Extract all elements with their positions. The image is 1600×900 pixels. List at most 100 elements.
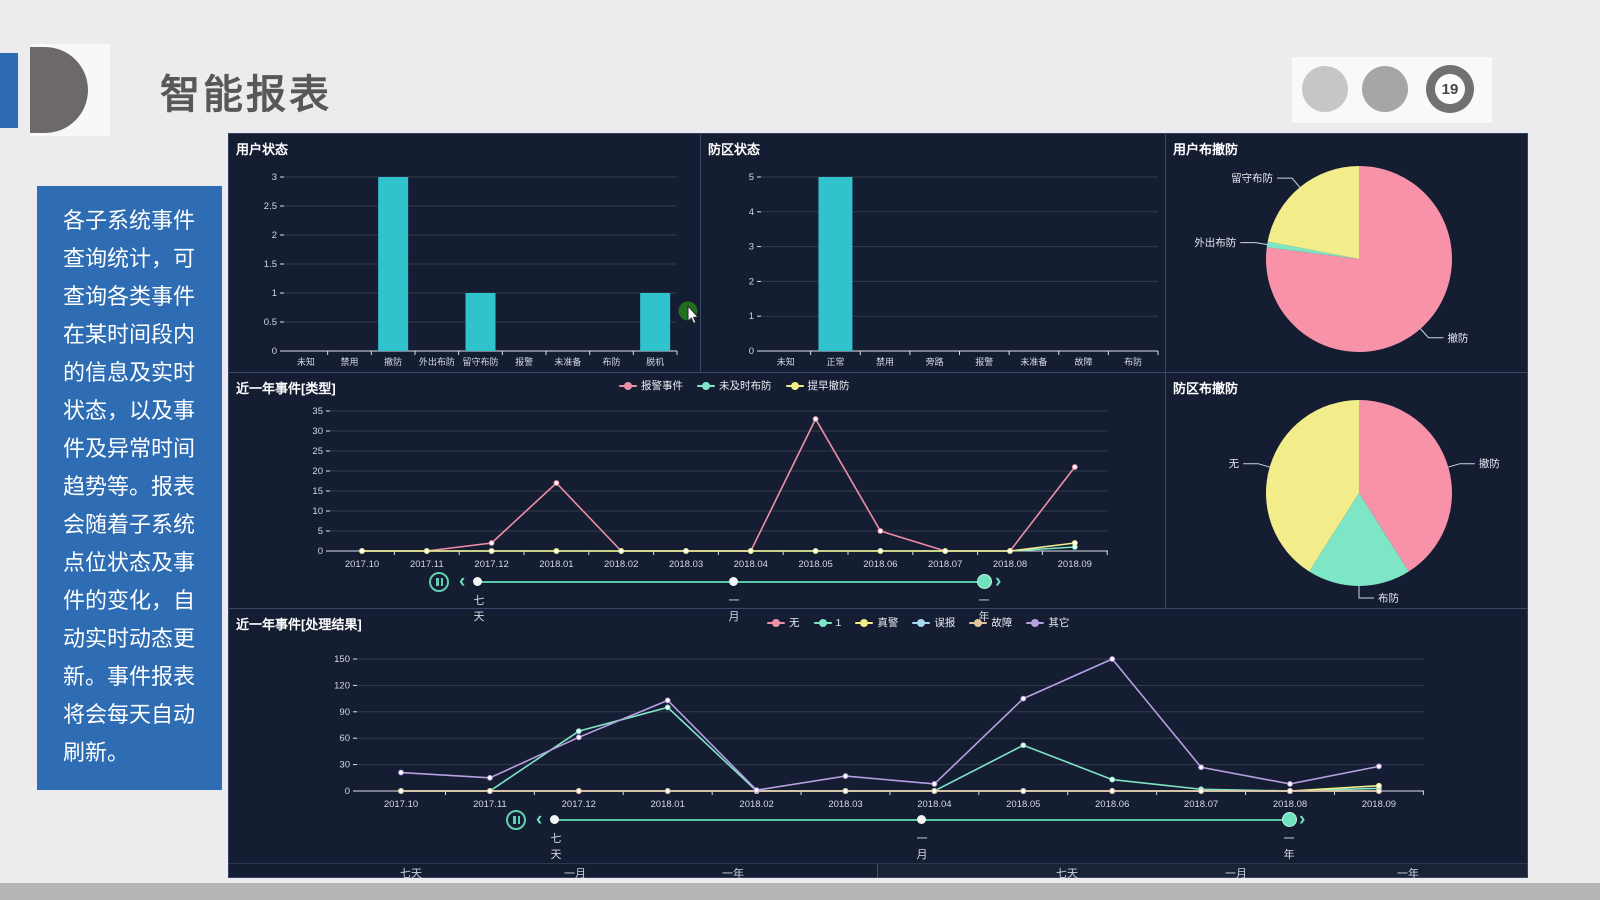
timeline-dot-1month[interactable]: [729, 577, 738, 586]
pager-circle-1: [1302, 66, 1348, 112]
svg-text:留守布防: 留守布防: [462, 356, 498, 367]
svg-text:2018.09: 2018.09: [1362, 799, 1396, 810]
svg-text:2018.02: 2018.02: [739, 799, 773, 810]
legend-item[interactable]: 故障: [969, 615, 1012, 630]
svg-text:25: 25: [312, 446, 323, 457]
svg-text:正常: 正常: [826, 356, 844, 367]
timeline-dot-1year-selected[interactable]: [977, 574, 992, 589]
pager-circle-2: [1362, 66, 1408, 112]
legend-marker-icon: [619, 381, 637, 390]
svg-text:撤防: 撤防: [384, 356, 402, 367]
timeline-dot-1month[interactable]: [917, 815, 926, 824]
legend-label: 其它: [1048, 617, 1070, 629]
svg-text:3: 3: [749, 242, 754, 253]
svg-text:150: 150: [334, 654, 350, 665]
legend-item[interactable]: 1: [813, 616, 842, 629]
legend-item[interactable]: 提早撤防: [785, 378, 850, 393]
events-result-line-chart: 0 30 60 90 120 150 2017.10 2017.11 2017.12 2018.0…: [334, 654, 1424, 810]
pause-button[interactable]: [429, 572, 449, 592]
svg-text:20: 20: [312, 466, 323, 477]
legend-item[interactable]: 无: [767, 615, 800, 630]
timeline-label-1year[interactable]: 一年: [978, 595, 990, 623]
svg-text:4: 4: [749, 207, 754, 218]
mouse-cursor: [677, 300, 707, 330]
events-result-legend: 无 1 真警 误报 故障 其它: [767, 615, 1069, 630]
svg-text:10: 10: [312, 506, 323, 517]
footer-label-1month-right[interactable]: 一月: [1225, 868, 1247, 880]
panel-user-status: 用户状态 0 0.5 1 1.5 2 2.5 3 未知 禁用 撤防 外出布防 留守布防 报警 未准备 布防 脱…: [229, 134, 701, 373]
svg-text:2017.11: 2017.11: [410, 559, 444, 570]
svg-text:撤防: 撤防: [1479, 457, 1500, 470]
timeline-label-7days[interactable]: 七天: [550, 833, 562, 861]
svg-text:120: 120: [334, 680, 350, 691]
svg-text:外出布防: 外出布防: [419, 356, 455, 367]
timeline-label-7days[interactable]: 七天: [473, 595, 485, 623]
svg-text:2018.03: 2018.03: [669, 559, 703, 570]
footer-label-7days-right[interactable]: 七天: [1056, 868, 1078, 880]
svg-text:2017.11: 2017.11: [473, 799, 507, 810]
svg-text:2018.08: 2018.08: [993, 559, 1027, 570]
svg-text:0: 0: [272, 346, 277, 357]
svg-text:2018.02: 2018.02: [604, 559, 638, 570]
svg-text:0: 0: [345, 786, 350, 797]
svg-text:2017.12: 2017.12: [474, 559, 508, 570]
svg-text:15: 15: [312, 486, 323, 497]
legend-marker-icon: [969, 618, 988, 627]
svg-text:2018.03: 2018.03: [828, 799, 862, 810]
svg-text:1.5: 1.5: [264, 259, 277, 270]
svg-text:故障: 故障: [1075, 356, 1093, 367]
events-type-line-chart: 0 5 10 15 20 25 30 35 2017.10 2017.11 2017.12 2018.…: [312, 406, 1108, 570]
svg-text:2018.06: 2018.06: [1095, 799, 1129, 810]
timeline-label-1year[interactable]: 一年: [1283, 833, 1295, 861]
svg-text:1: 1: [749, 311, 754, 322]
panel-title: 近一年事件[类型]: [236, 381, 336, 396]
legend-label: 误报: [934, 617, 956, 629]
timeline-label-1month[interactable]: 一月: [728, 595, 740, 623]
timeline-dot-7days[interactable]: [550, 815, 559, 824]
svg-text:无: 无: [1229, 458, 1240, 470]
legend-marker-icon: [785, 381, 804, 390]
footer-label-1month-left[interactable]: 一月: [564, 868, 586, 880]
svg-text:0: 0: [318, 546, 323, 557]
timeline-label-1month[interactable]: 一月: [916, 833, 928, 861]
legend-label: 故障: [991, 617, 1013, 629]
panel-zone-arm-disarm: 防区布撤防 撤防布防 无: [1166, 373, 1527, 609]
timeline-next-arrow[interactable]: ›: [995, 571, 1002, 592]
timeline-prev-arrow[interactable]: ‹: [536, 809, 543, 830]
svg-text:未准备: 未准备: [1020, 356, 1047, 367]
legend-item[interactable]: 误报: [912, 615, 955, 630]
svg-text:禁用: 禁用: [340, 357, 358, 367]
svg-text:2017.10: 2017.10: [345, 559, 379, 570]
svg-text:2018.01: 2018.01: [651, 799, 685, 810]
panel-title: 防区布撤防: [1173, 381, 1239, 396]
footer-label-7days-left[interactable]: 七天: [400, 868, 422, 880]
pause-button[interactable]: [506, 810, 526, 830]
legend-marker-icon: [912, 618, 931, 627]
legend-item[interactable]: 真警: [855, 615, 898, 630]
panel-events-by-result: 近一年事件[处理结果] 无 1 真警 误报 故障 其它 0 30 60 90 120 15…: [229, 609, 1527, 863]
timeline-prev-arrow[interactable]: ‹: [459, 571, 466, 592]
legend-marker-icon: [855, 618, 874, 627]
legend-item[interactable]: 未及时布防: [697, 378, 772, 393]
legend-label: 1: [835, 616, 842, 629]
legend-item[interactable]: 其它: [1026, 615, 1069, 630]
svg-text:2018.04: 2018.04: [917, 799, 951, 810]
footer-label-1year-left[interactable]: 一年: [722, 868, 744, 880]
svg-text:布防: 布防: [1378, 592, 1399, 605]
zone-status-bar-chart: 0 1 2 3 4 5 未知 正常 禁用 旁路 报警 未准备 故障 布防: [749, 172, 1159, 367]
svg-text:留守布防: 留守布防: [1231, 172, 1273, 185]
footer-label-1year-right[interactable]: 一年: [1397, 868, 1419, 880]
user-arm-disarm-pie-chart: 撤防 外出布防 留守布防: [1194, 166, 1468, 352]
panel-title: 近一年事件[处理结果]: [236, 617, 362, 632]
svg-text:30: 30: [312, 426, 323, 437]
footer-period-strip: 七天 一月 一年 七天 一月 一年: [229, 863, 1527, 880]
svg-text:30: 30: [339, 760, 350, 771]
svg-text:脱机: 脱机: [646, 356, 664, 367]
timeline-dot-1year-selected[interactable]: [1282, 812, 1297, 827]
timeline-next-arrow[interactable]: ›: [1299, 809, 1306, 830]
svg-text:2017.12: 2017.12: [562, 799, 596, 810]
legend-item[interactable]: 报警事件: [619, 378, 683, 393]
timeline-dot-7days[interactable]: [473, 577, 482, 586]
svg-text:0.5: 0.5: [264, 317, 277, 328]
